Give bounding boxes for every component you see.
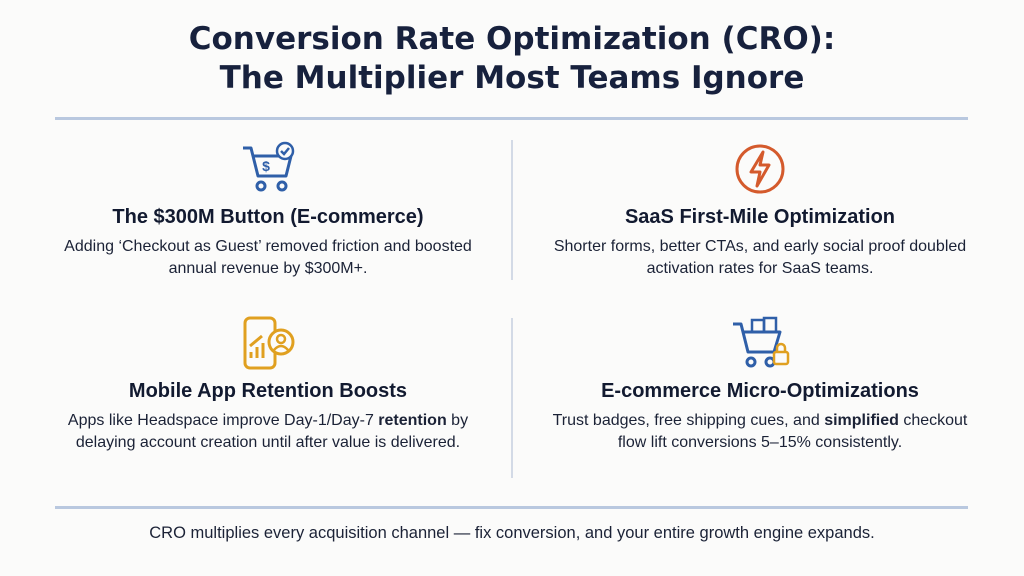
title-line: Conversion Rate Optimization (CRO): <box>188 21 836 57</box>
footer: CRO multiplies every acquisition channel… <box>149 524 875 542</box>
cart-icon: $ <box>243 141 295 192</box>
card: Mobile App Retention Boosts Apps like He… <box>48 378 488 454</box>
card-title: Mobile App Retention Boosts <box>128 380 408 402</box>
svg-text:$: $ <box>262 158 270 174</box>
card-body: Shorter forms, better CTAs, and early so… <box>540 236 980 280</box>
card-text-bold: retention <box>378 412 447 429</box>
card-text: Adding ‘Checkout as Guest’ removed frict… <box>64 238 472 277</box>
lightning-icon <box>735 144 785 194</box>
divider <box>55 506 968 509</box>
card-text: Apps like Headspace improve Day-1/Day-7 <box>67 412 379 429</box>
card-text: by delaying account creation until after… <box>75 412 469 451</box>
cart-lock-icon <box>733 316 790 368</box>
card-text: checkout flow lift conversions 5–15% con… <box>617 412 968 451</box>
card-body: Adding ‘Checkout as Guest’ removed frict… <box>48 236 488 280</box>
card-body: Apps like Headspace improve Day-1/Day-7 … <box>48 410 488 454</box>
title-line: The Multiplier Most Teams Ignore <box>219 60 805 96</box>
card: E-commerce Micro-Optimizations Trust bad… <box>540 378 980 454</box>
divider <box>511 318 513 478</box>
card-text: Shorter forms, better CTAs, and early so… <box>553 238 967 277</box>
card: The $300M Button (E-commerce) Adding ‘Ch… <box>48 204 488 280</box>
card-text-bold: simplified <box>824 412 899 429</box>
card: SaaS First-Mile Optimization Shorter for… <box>540 204 980 280</box>
card-body: Trust badges, free shipping cues, and si… <box>540 410 980 454</box>
card-title: E-commerce Micro-Optimizations <box>601 380 919 402</box>
phone-icon <box>243 316 295 370</box>
card-title: The $300M Button (E-commerce) <box>112 206 424 228</box>
title: Conversion Rate Optimization (CRO): The … <box>0 20 1024 98</box>
divider <box>55 117 968 120</box>
card-text: Trust badges, free shipping cues, and <box>552 412 825 429</box>
divider <box>511 140 513 280</box>
card-title: SaaS First-Mile Optimization <box>624 206 896 228</box>
